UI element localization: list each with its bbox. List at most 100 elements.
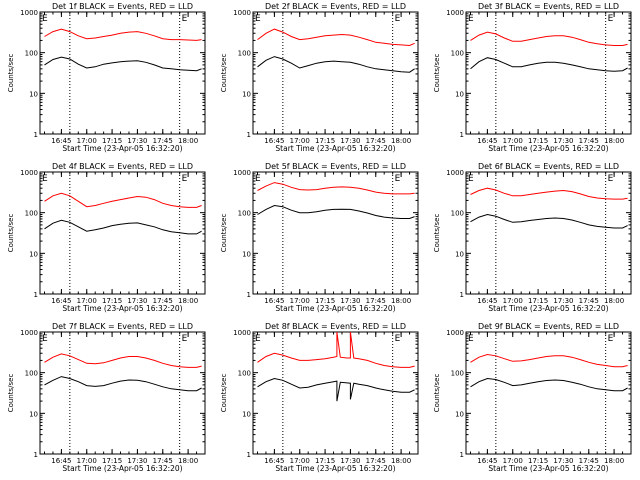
plot-frame xyxy=(252,331,419,455)
y-tick-label: 100 xyxy=(238,50,251,58)
x-tick-label: 18:00 xyxy=(604,297,624,305)
x-tick-label: 17:45 xyxy=(579,297,599,305)
y-tick-label: 100 xyxy=(451,210,464,218)
series-lld-line xyxy=(44,28,202,41)
x-tick-label: 17:45 xyxy=(153,457,173,465)
x-tick-label: 17:00 xyxy=(77,137,97,145)
y-tick-label: 100 xyxy=(451,50,464,58)
series-lld-line xyxy=(470,187,628,200)
event-marker-label: E xyxy=(255,174,261,184)
y-tick-label: 10 xyxy=(29,410,38,418)
series-lld-line xyxy=(470,31,628,46)
y-tick-label: 10 xyxy=(455,90,464,98)
x-tick-label: 17:30 xyxy=(340,297,360,305)
x-tick-label: 17:15 xyxy=(102,457,122,465)
y-tick-label: 1 xyxy=(34,291,38,299)
y-tick-label: 10 xyxy=(29,250,38,258)
x-tick-label: 16:45 xyxy=(51,297,71,305)
event-marker-label: E xyxy=(182,174,188,184)
x-tick-label: 17:15 xyxy=(315,137,335,145)
x-tick-label: 17:00 xyxy=(77,297,97,305)
series-events-line xyxy=(44,56,202,72)
x-tick-label: 17:45 xyxy=(579,457,599,465)
x-tick-label: 18:00 xyxy=(391,297,411,305)
plot-frame xyxy=(465,11,632,135)
y-axis-label: Counts/sec xyxy=(7,214,15,253)
y-axis-label: Counts/sec xyxy=(220,54,228,93)
y-tick-label: 1000 xyxy=(446,329,464,337)
x-tick-label: 17:45 xyxy=(153,137,173,145)
y-tick-label: 1 xyxy=(34,451,38,459)
x-tick-label: 17:15 xyxy=(102,297,122,305)
series-lld-line xyxy=(44,353,202,368)
x-axis-label: Start Time (23-Apr-05 16:32:20) xyxy=(275,144,395,153)
y-tick-label: 10 xyxy=(242,410,251,418)
y-tick-label: 100 xyxy=(25,210,38,218)
x-tick-label: 18:00 xyxy=(604,457,624,465)
y-tick-label: 1 xyxy=(460,131,464,139)
x-axis-label: Start Time (23-Apr-05 16:32:20) xyxy=(275,304,395,313)
y-axis-label: Counts/sec xyxy=(433,54,441,93)
x-axis-label: Start Time (23-Apr-05 16:32:20) xyxy=(488,304,608,313)
y-tick-label: 1000 xyxy=(233,329,251,337)
event-marker-label: E xyxy=(395,174,401,184)
series-lld-line xyxy=(257,182,415,195)
x-tick-label: 16:45 xyxy=(477,297,497,305)
y-tick-label: 1000 xyxy=(446,9,464,17)
x-tick-label: 18:00 xyxy=(391,137,411,145)
panel-det-2: Det 2f BLACK = Events, RED = LLD Counts/s… xyxy=(220,2,419,153)
x-tick-label: 17:45 xyxy=(366,137,386,145)
x-tick-label: 16:45 xyxy=(264,457,284,465)
x-tick-label: 17:15 xyxy=(528,457,548,465)
event-marker-label: E xyxy=(608,334,614,344)
event-marker-label: E xyxy=(608,174,614,184)
plot-frame xyxy=(252,171,419,295)
series-events-line xyxy=(257,204,415,219)
y-tick-label: 1 xyxy=(460,291,464,299)
x-axis-label: Start Time (23-Apr-05 16:32:20) xyxy=(62,144,182,153)
event-marker-label: E xyxy=(468,174,474,184)
series-events-line xyxy=(257,377,415,402)
y-tick-label: 1000 xyxy=(20,9,38,17)
plot-frame xyxy=(39,171,206,295)
panel-det-9: Det 9f BLACK = Events, RED = LLD Counts/s… xyxy=(433,322,632,473)
panel-title: Det 9f BLACK = Events, RED = LLD xyxy=(478,322,619,331)
event-marker-label: E xyxy=(395,14,401,24)
plot-frame xyxy=(252,11,419,135)
y-tick-label: 100 xyxy=(25,50,38,58)
x-tick-label: 16:45 xyxy=(264,137,284,145)
x-tick-label: 17:30 xyxy=(553,457,573,465)
y-tick-label: 1000 xyxy=(446,169,464,177)
y-tick-label: 1000 xyxy=(20,329,38,337)
x-tick-label: 17:00 xyxy=(503,137,523,145)
panel-det-6: Det 6f BLACK = Events, RED = LLD Counts/s… xyxy=(433,162,632,313)
x-tick-label: 17:45 xyxy=(579,137,599,145)
x-tick-label: 17:45 xyxy=(366,457,386,465)
x-tick-label: 18:00 xyxy=(604,137,624,145)
series-lld-line xyxy=(257,28,415,47)
event-marker-label: E xyxy=(395,334,401,344)
series-events-line xyxy=(44,219,202,235)
x-tick-label: 17:30 xyxy=(127,297,147,305)
x-tick-label: 17:30 xyxy=(340,457,360,465)
y-tick-label: 1000 xyxy=(233,169,251,177)
series-events-line xyxy=(470,377,628,392)
x-tick-label: 18:00 xyxy=(178,457,198,465)
y-axis-label: Counts/sec xyxy=(7,54,15,93)
series-events-line xyxy=(470,213,628,229)
y-tick-label: 100 xyxy=(25,370,38,378)
y-axis-label: Counts/sec xyxy=(433,374,441,413)
panel-title: Det 4f BLACK = Events, RED = LLD xyxy=(52,162,193,171)
series-events-line xyxy=(470,57,628,72)
y-tick-label: 10 xyxy=(242,250,251,258)
x-axis-label: Start Time (23-Apr-05 16:32:20) xyxy=(62,304,182,313)
y-tick-label: 100 xyxy=(238,210,251,218)
event-marker-label: E xyxy=(182,14,188,24)
y-tick-label: 1000 xyxy=(233,9,251,17)
x-tick-label: 17:45 xyxy=(366,297,386,305)
x-tick-label: 17:30 xyxy=(127,457,147,465)
x-axis-label: Start Time (23-Apr-05 16:32:20) xyxy=(62,464,182,473)
x-axis-label: Start Time (23-Apr-05 16:32:20) xyxy=(488,144,608,153)
plot-frame xyxy=(465,171,632,295)
y-tick-label: 10 xyxy=(242,90,251,98)
